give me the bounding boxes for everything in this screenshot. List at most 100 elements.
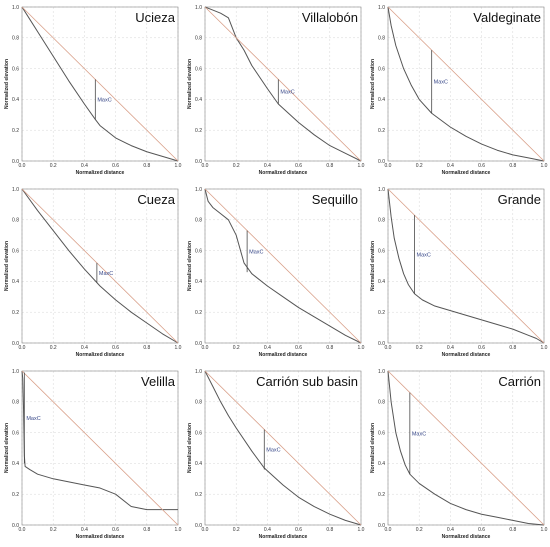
chart-panel: 0.0 0.2 0.4 0.6 0.8 1.0 0.0 0.2 0.4 0.6 0.8 1.0 Norm… xyxy=(183,182,366,364)
x-tick-label: 0.4 xyxy=(81,345,88,351)
reference-diagonal-line xyxy=(387,370,545,526)
hypsometric-curve xyxy=(387,370,545,526)
x-tick-label: 0.4 xyxy=(81,527,88,533)
y-tick-label: 0.0 xyxy=(195,159,202,165)
x-tick-label: 0.6 xyxy=(112,345,119,351)
x-tick-label: 0.8 xyxy=(143,527,150,533)
x-tick-label: 0.4 xyxy=(447,163,454,169)
x-tick-label: 0.6 xyxy=(295,163,302,169)
y-axis-label: Normalized elevation xyxy=(370,423,376,473)
chart-svg: 0.0 0.2 0.4 0.6 0.8 1.0 0.0 0.2 0.4 0.6 0.8 1.0 Norm… xyxy=(187,369,365,540)
y-tick-label: 0.2 xyxy=(195,310,202,316)
reference-diagonal-line xyxy=(21,188,179,344)
x-tick-label: 0.6 xyxy=(295,345,302,351)
x-tick-label: 0.4 xyxy=(264,345,271,351)
chart-svg: 0.0 0.2 0.4 0.6 0.8 1.0 0.0 0.2 0.4 0.6 0.8 1.0 Norm… xyxy=(4,369,182,540)
y-tick-label: 0.6 xyxy=(195,66,202,72)
y-axis-label: Normalized elevation xyxy=(187,423,193,473)
y-tick-label: 1.0 xyxy=(195,187,202,193)
y-tick-label: 1.0 xyxy=(195,5,202,11)
maxc-label: MaxC xyxy=(434,80,448,86)
y-tick-label: 0.6 xyxy=(378,248,385,254)
y-tick-label: 0.0 xyxy=(12,341,19,347)
x-tick-label: 0.0 xyxy=(19,345,26,351)
x-tick-label: 0.2 xyxy=(233,345,240,351)
x-tick-label: 0.6 xyxy=(478,345,485,351)
x-tick-label: 0.4 xyxy=(264,163,271,169)
reference-diagonal-line xyxy=(387,188,545,344)
panel-title: Carrión xyxy=(498,374,541,389)
y-axis-label: Normalized elevation xyxy=(370,241,376,291)
x-tick-label: 0.6 xyxy=(112,163,119,169)
y-tick-label: 0.2 xyxy=(12,492,19,498)
reference-diagonal-line xyxy=(204,6,362,162)
x-tick-label: 0.2 xyxy=(416,163,423,169)
hypsometric-curve xyxy=(387,6,545,162)
reference-diagonal-line xyxy=(387,6,545,162)
y-tick-label: 0.8 xyxy=(12,218,19,224)
x-tick-label: 1.0 xyxy=(358,345,365,351)
y-tick-label: 0.6 xyxy=(195,248,202,254)
y-tick-label: 0.0 xyxy=(378,523,385,529)
y-tick-label: 0.8 xyxy=(195,36,202,42)
y-tick-label: 0.0 xyxy=(378,341,385,347)
y-tick-label: 0.0 xyxy=(195,341,202,347)
y-tick-label: 0.2 xyxy=(378,310,385,316)
chart-panel: 0.0 0.2 0.4 0.6 0.8 1.0 0.0 0.2 0.4 0.6 0.8 1.0 Norm… xyxy=(366,364,549,546)
x-tick-label: 1.0 xyxy=(175,527,182,533)
x-tick-label: 0.0 xyxy=(202,345,209,351)
plot-frame xyxy=(204,6,362,162)
chart-svg: 0.0 0.2 0.4 0.6 0.8 1.0 0.0 0.2 0.4 0.6 0.8 1.0 Norm… xyxy=(187,187,365,358)
x-tick-label: 0.6 xyxy=(295,527,302,533)
y-tick-label: 1.0 xyxy=(378,5,385,11)
y-tick-label: 0.2 xyxy=(195,128,202,134)
panel-title: Ucieza xyxy=(135,10,176,25)
x-tick-label: 0.8 xyxy=(143,163,150,169)
y-tick-label: 0.0 xyxy=(12,523,19,529)
y-tick-label: 0.2 xyxy=(12,310,19,316)
x-tick-label: 0.8 xyxy=(326,527,333,533)
y-axis-label: Normalized elevation xyxy=(4,59,10,109)
y-tick-label: 1.0 xyxy=(378,187,385,193)
panel-title: Velilla xyxy=(141,374,176,389)
y-tick-label: 1.0 xyxy=(378,369,385,375)
panel-title: Valdeginate xyxy=(473,10,541,25)
y-tick-label: 0.8 xyxy=(12,36,19,42)
y-tick-label: 0.6 xyxy=(378,66,385,72)
y-axis-label: Normalized elevation xyxy=(4,423,10,473)
y-tick-label: 0.8 xyxy=(195,400,202,406)
y-tick-label: 0.8 xyxy=(195,218,202,224)
plot-frame xyxy=(204,188,362,344)
x-tick-label: 0.0 xyxy=(385,345,392,351)
y-tick-label: 0.6 xyxy=(12,430,19,436)
x-tick-label: 1.0 xyxy=(175,163,182,169)
plot-frame xyxy=(204,370,362,526)
y-tick-label: 0.4 xyxy=(12,461,19,467)
x-tick-label: 0.0 xyxy=(202,163,209,169)
y-tick-label: 0.4 xyxy=(195,279,202,285)
x-tick-label: 0.4 xyxy=(447,527,454,533)
x-tick-label: 0.4 xyxy=(447,345,454,351)
y-tick-label: 0.2 xyxy=(12,128,19,134)
maxc-label: MaxC xyxy=(26,416,40,422)
x-tick-label: 0.8 xyxy=(326,163,333,169)
y-tick-label: 0.4 xyxy=(195,461,202,467)
x-tick-label: 0.2 xyxy=(416,345,423,351)
y-tick-label: 0.6 xyxy=(12,66,19,72)
y-tick-label: 0.6 xyxy=(195,430,202,436)
hypsometric-curve xyxy=(21,6,179,162)
x-tick-label: 0.2 xyxy=(416,527,423,533)
reference-diagonal-line xyxy=(21,370,179,526)
maxc-label: MaxC xyxy=(266,448,280,454)
x-tick-label: 0.6 xyxy=(478,527,485,533)
x-tick-label: 0.0 xyxy=(19,527,26,533)
x-axis-label: Normalized distance xyxy=(442,170,491,176)
chart-panel: 0.0 0.2 0.4 0.6 0.8 1.0 0.0 0.2 0.4 0.6 0.8 1.0 Norm… xyxy=(0,182,183,364)
hypsometric-curve xyxy=(387,188,545,344)
chart-panel: 0.0 0.2 0.4 0.6 0.8 1.0 0.0 0.2 0.4 0.6 0.8 1.0 Norm… xyxy=(0,0,183,182)
x-tick-label: 0.6 xyxy=(112,527,119,533)
y-tick-label: 0.6 xyxy=(378,430,385,436)
reference-diagonal-line xyxy=(204,370,362,526)
plot-frame xyxy=(21,370,179,526)
